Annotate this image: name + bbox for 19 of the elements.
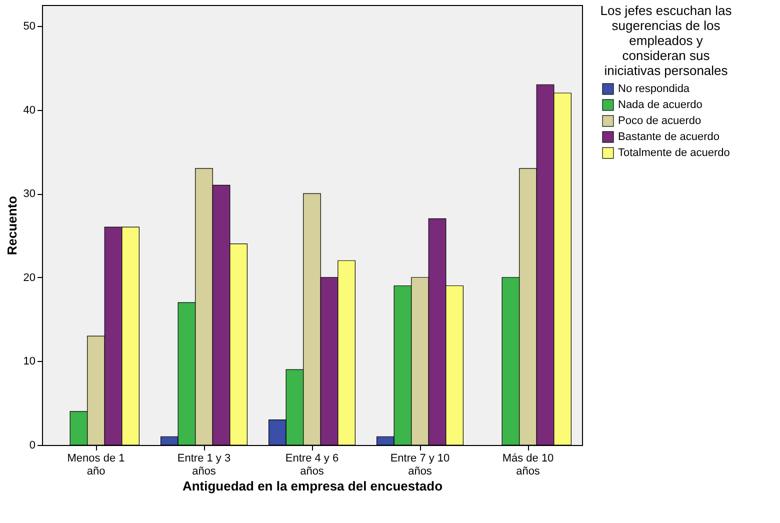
y-tick-label: 30 — [23, 188, 36, 200]
y-tick-label: 10 — [23, 356, 36, 368]
legend-label: Nada de acuerdo — [618, 99, 702, 111]
x-tick-label: Entre 4 y 6 años — [285, 452, 339, 478]
legend-label: Totalmente de acuerdo — [618, 147, 730, 159]
x-tick-label: Entre 1 y 3 años — [177, 452, 231, 478]
x-tick-label: Menos de 1 año — [67, 452, 125, 478]
x-tick-label: Más de 10 años — [502, 452, 554, 478]
legend-label: Poco de acuerdo — [618, 115, 702, 127]
y-tick-label: 0 — [29, 440, 36, 452]
y-tick-label: 50 — [23, 20, 36, 32]
y-axis-title: Recuento — [4, 196, 20, 256]
legend-label: No respondida — [618, 83, 690, 95]
x-tick-label: Entre 7 y 10 años — [390, 452, 450, 478]
y-tick-label: 20 — [23, 272, 36, 284]
x-axis-title: Antiguedad en la empresa del encuestado — [182, 478, 443, 494]
legend-title: Los jefes escuchan las sugerencias de los empleados y consideran sus iniciativas personales — [600, 3, 732, 78]
y-tick-label: 40 — [23, 104, 36, 116]
legend-label: Bastante de acuerdo — [618, 131, 720, 143]
